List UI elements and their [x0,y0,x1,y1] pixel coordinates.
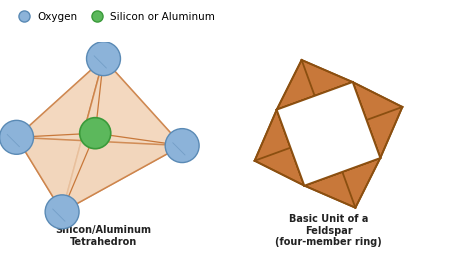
Circle shape [45,195,79,229]
Text: Silicon/Aluminum
Tetrahedron: Silicon/Aluminum Tetrahedron [55,225,152,247]
Circle shape [86,42,121,76]
Polygon shape [277,60,353,110]
Polygon shape [62,59,182,212]
Polygon shape [304,158,380,208]
Circle shape [165,129,199,162]
Text: Basic Unit of a
Feldspar
(four-member ring): Basic Unit of a Feldspar (four-member ri… [275,214,382,248]
Polygon shape [353,82,402,158]
Polygon shape [277,110,311,186]
Polygon shape [255,110,304,186]
Legend: Oxygen, Silicon or Aluminum: Oxygen, Silicon or Aluminum [10,8,219,26]
Circle shape [80,118,111,149]
Polygon shape [17,59,104,212]
Polygon shape [17,59,182,146]
Polygon shape [277,82,380,186]
Polygon shape [277,82,353,117]
Polygon shape [17,137,182,212]
Polygon shape [304,151,380,186]
Circle shape [0,120,34,154]
Polygon shape [346,82,380,158]
